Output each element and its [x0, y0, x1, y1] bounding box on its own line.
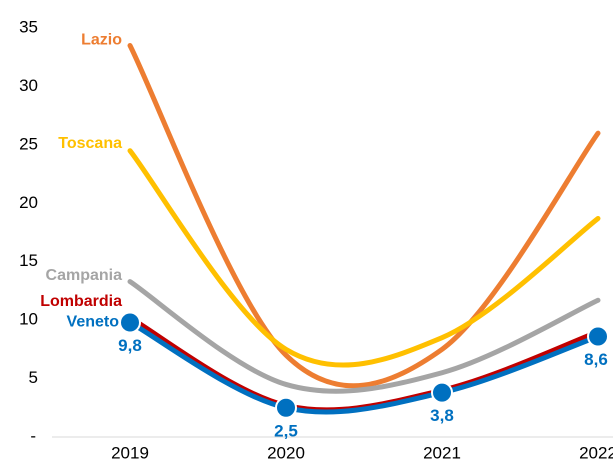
y-tick-label: 5: [29, 368, 38, 387]
series-line: [127, 43, 601, 389]
y-tick-label: -: [30, 426, 36, 445]
series-line: [127, 279, 601, 394]
y-tick-label: 15: [19, 251, 38, 270]
value-label: 8,6: [584, 350, 608, 369]
marker: [431, 381, 453, 404]
series-line: [127, 148, 601, 368]
series-label: Lombardia: [40, 293, 122, 310]
y-tick-label: 10: [19, 310, 38, 329]
x-tick-label: 2020: [267, 443, 305, 461]
y-tick-label: 20: [19, 193, 38, 212]
series-label: Toscana: [58, 135, 122, 152]
value-label: 3,8: [430, 406, 454, 425]
y-tick-label: 25: [19, 134, 38, 153]
x-tick-label: 2021: [423, 443, 461, 461]
series-label: Veneto: [67, 314, 120, 331]
series-label: Campania: [46, 267, 123, 284]
x-tick-label: 2022: [579, 443, 613, 461]
value-label: 9,8: [118, 336, 142, 355]
value-label: 2,5: [274, 421, 298, 440]
y-tick-label: 30: [19, 76, 38, 95]
series-label: Lazio: [81, 32, 122, 49]
marker: [275, 396, 297, 419]
marker: [119, 311, 141, 334]
marker: [587, 325, 609, 348]
x-tick-label: 2019: [111, 443, 149, 461]
series-line: [127, 319, 601, 415]
y-tick-label: 35: [19, 17, 38, 36]
